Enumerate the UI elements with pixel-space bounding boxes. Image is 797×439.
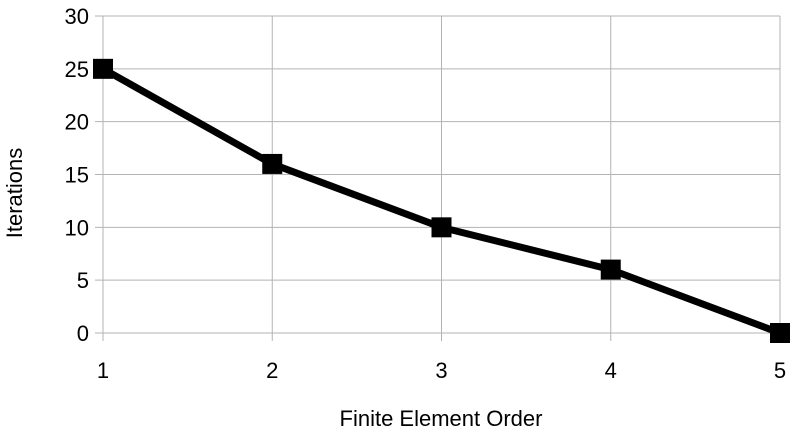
x-axis-label: Finite Element Order — [340, 406, 543, 431]
x-tick-label: 2 — [266, 358, 278, 383]
data-point-marker — [770, 323, 790, 343]
data-point-marker — [600, 259, 621, 280]
grid-lines — [95, 15, 781, 341]
y-tick-label: 25 — [65, 57, 89, 82]
data-point-marker — [93, 58, 113, 79]
y-axis-label: Iterations — [2, 148, 27, 239]
x-tick-label: 4 — [605, 358, 617, 383]
series — [93, 58, 790, 343]
y-tick-label: 30 — [65, 4, 89, 29]
x-tick-labels: 1 2 3 4 5 — [97, 358, 786, 383]
y-tick-label: 0 — [77, 321, 89, 346]
x-tick-label: 5 — [774, 358, 786, 383]
data-point-marker — [262, 153, 283, 174]
y-tick-label: 15 — [65, 163, 89, 188]
data-point-marker — [431, 217, 452, 238]
y-tick-labels: 0 5 10 15 20 25 30 — [65, 4, 89, 346]
x-tick-label: 3 — [435, 358, 447, 383]
y-tick-label: 10 — [65, 215, 89, 240]
x-tick-label: 1 — [97, 358, 109, 383]
y-tick-label: 5 — [77, 268, 89, 293]
y-tick-label: 20 — [65, 110, 89, 135]
